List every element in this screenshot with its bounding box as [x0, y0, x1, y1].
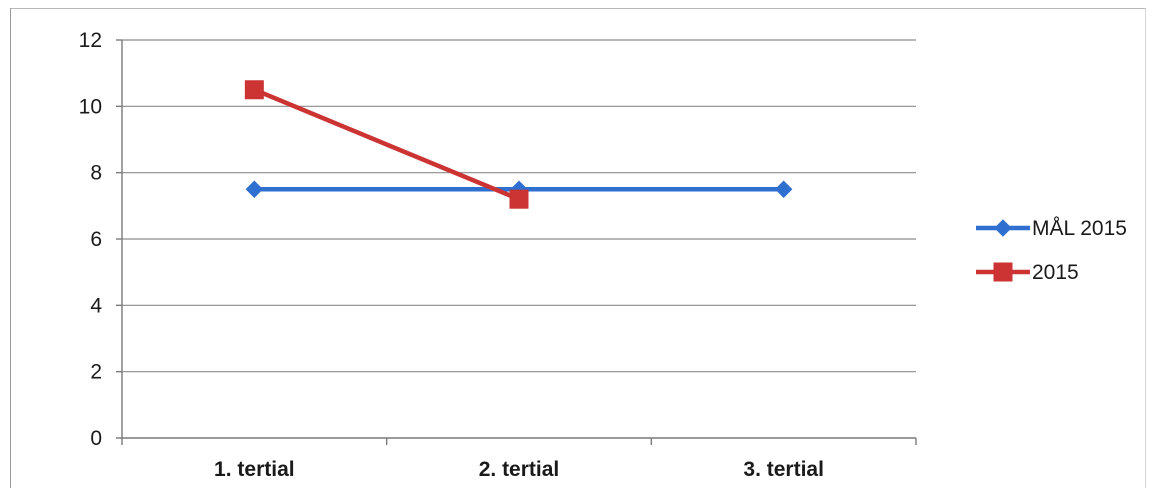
- legend-marker-0: [994, 219, 1012, 237]
- legend: MÅL 2015 2015: [976, 217, 1127, 284]
- data-point-1-0: [244, 80, 264, 100]
- y-tick-label: 12: [79, 29, 102, 52]
- grid-lines: [122, 39, 916, 439]
- legend-label-0: MÅL 2015: [1032, 217, 1127, 240]
- y-tick-label: 8: [90, 162, 102, 185]
- x-category-label: 2. tertial: [479, 458, 560, 481]
- data-point-0-2: [774, 180, 793, 198]
- data-point-0-0: [245, 180, 264, 198]
- y-tick-label: 10: [79, 95, 102, 118]
- y-tick-label: 6: [90, 228, 102, 251]
- x-category-label: 3. tertial: [743, 458, 824, 481]
- y-tick-label: 4: [90, 294, 102, 317]
- y-tick-label: 0: [90, 427, 102, 450]
- series-line-1: [252, 87, 522, 202]
- data-point-1-1: [509, 189, 529, 209]
- legend-marker-1: [993, 262, 1013, 282]
- legend-label-1: 2015: [1032, 261, 1079, 284]
- y-tick-label: 2: [90, 361, 102, 384]
- axes: 0 2 4 6 8 10 12 1. tertial 2. tertial 3. tertial: [79, 29, 917, 481]
- chart-frame: [10, 8, 1146, 488]
- series-layer: [244, 80, 793, 209]
- x-category-label: 1. tertial: [214, 458, 295, 481]
